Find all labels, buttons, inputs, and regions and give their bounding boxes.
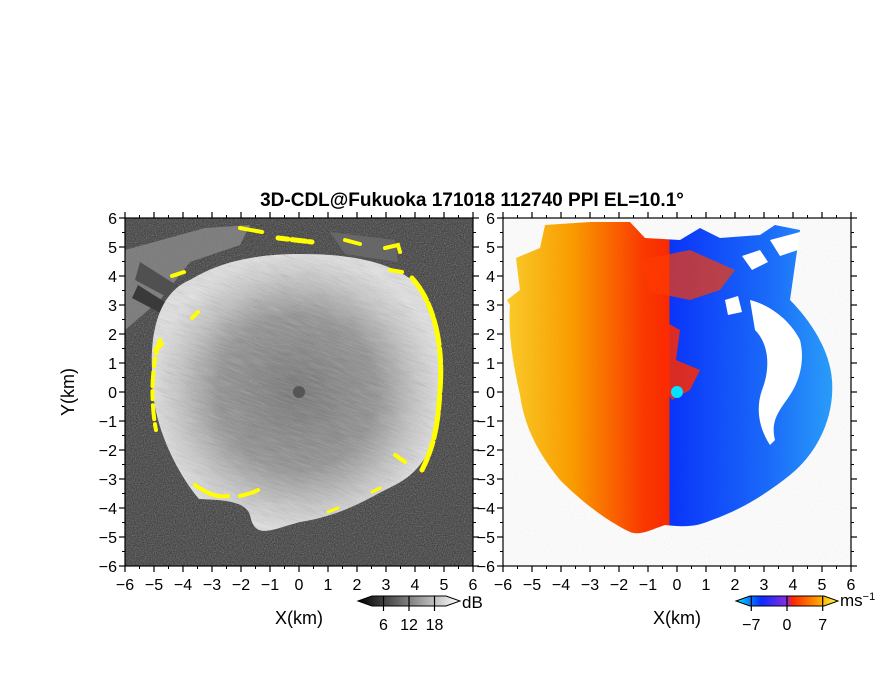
velocity-image [503, 218, 851, 566]
y-tick-label: 0 [108, 385, 117, 402]
left-xaxis-label: X(km) [275, 608, 323, 628]
y-tick-label: −2 [477, 443, 495, 460]
x-tick-label: 2 [731, 577, 740, 594]
colorbar-db: dB 6 12 18 [356, 593, 483, 634]
colorbar-db-tick-label: 18 [426, 617, 444, 634]
y-tick-label: −4 [477, 501, 495, 518]
x-tick-label: −1 [639, 577, 657, 594]
y-tick-label: 2 [486, 327, 495, 344]
x-tick-label: −3 [581, 577, 599, 594]
x-tick-label: 3 [760, 577, 769, 594]
x-tick-label: 6 [469, 577, 478, 594]
x-tick-label: −6 [494, 577, 512, 594]
x-tick-label: −4 [174, 577, 192, 594]
x-tick-label: 2 [353, 577, 362, 594]
x-tick-label: 3 [382, 577, 391, 594]
y-tick-label: 1 [108, 356, 117, 373]
x-tick-label: −1 [261, 577, 279, 594]
y-tick-label: 3 [486, 298, 495, 315]
colorbar-db-tick-label: 12 [400, 617, 418, 634]
y-tick-label: 4 [486, 269, 495, 286]
highlight-rim [150, 226, 444, 514]
y-tick-label: 2 [108, 327, 117, 344]
x-tick-label: −2 [610, 577, 628, 594]
intensity-image [125, 218, 473, 566]
x-tick-label: −2 [232, 577, 250, 594]
right-xaxis-label: X(km) [653, 608, 701, 628]
left-axes: −6−6 −5 −5 −4 −4 −3 −3 −2 −2 −1 −1 0 0 1 1 2 2 3 3 4 4 5 5 6 6 [99, 211, 479, 594]
x-tick-label: 1 [702, 577, 711, 594]
y-tick-label: 3 [108, 298, 117, 315]
x-tick-label: 4 [411, 577, 420, 594]
left-panel: −6−6 −5 −5 −4 −4 −3 −3 −2 −2 −1 −1 0 0 1 1 2 2 3 3 4 4 5 5 6 6 [99, 211, 479, 594]
y-tick-label: −6 [99, 559, 117, 576]
colorbar-velocity-tick-label: −7 [742, 617, 760, 634]
x-tick-label: −3 [203, 577, 221, 594]
y-tick-label: −5 [477, 530, 495, 547]
y-tick-label: 4 [108, 269, 117, 286]
x-tick-label: 0 [295, 577, 304, 594]
colorbar-velocity-unit: ms−1 [840, 591, 875, 610]
colorbar-db-tick-label: 6 [379, 617, 388, 634]
y-tick-label: −1 [99, 414, 117, 431]
y-tick-label: 6 [108, 211, 117, 228]
colorbar-velocity-unit-exponent: −1 [863, 591, 876, 603]
y-tick-label: −3 [477, 472, 495, 489]
right-panel: −6−6 −5 −5 −4 −4 −3 −3 −2 −2 −1 −1 0 0 1 1 2 2 3 3 4 4 5 5 6 6 [477, 211, 857, 594]
colorbar-velocity-ticks [750, 596, 824, 611]
y-tick-label: 6 [486, 211, 495, 228]
left-yaxis-label: Y(km) [58, 368, 78, 416]
radar-center-marker [293, 386, 305, 398]
x-tick-label: −5 [145, 577, 163, 594]
x-tick-label: −6 [116, 577, 134, 594]
x-tick-label: 1 [324, 577, 333, 594]
x-tick-label: 4 [789, 577, 798, 594]
colorbar-velocity-unit-base: ms [840, 591, 863, 610]
colorbar-db-unit: dB [462, 593, 483, 612]
x-tick-label: 5 [440, 577, 449, 594]
x-tick-label: −4 [552, 577, 570, 594]
y-tick-label: 5 [108, 240, 117, 257]
radar-center-marker-velocity [671, 386, 683, 398]
y-tick-label: −5 [99, 530, 117, 547]
missing-data-gaps [725, 232, 802, 445]
colorbar-db-ticks [382, 596, 436, 611]
chart-title: 3D-CDL@Fukuoka 171018 112740 PPI EL=10.1… [260, 190, 684, 211]
y-tick-label: −2 [99, 443, 117, 460]
y-tick-label: 5 [486, 240, 495, 257]
colorbar-velocity: ms−1 −7 0 7 [734, 591, 875, 634]
y-tick-label: −6 [477, 559, 495, 576]
x-tick-label: 0 [673, 577, 682, 594]
colorbar-velocity-tick-label: 0 [783, 617, 792, 634]
x-tick-label: 6 [847, 577, 856, 594]
y-tick-label: 1 [486, 356, 495, 373]
y-tick-label: −3 [99, 472, 117, 489]
y-tick-label: −1 [477, 414, 495, 431]
y-tick-label: 0 [486, 385, 495, 402]
x-tick-label: −5 [523, 577, 541, 594]
x-tick-label: 5 [818, 577, 827, 594]
right-axes: −6−6 −5 −5 −4 −4 −3 −3 −2 −2 −1 −1 0 0 1 1 2 2 3 3 4 4 5 5 6 6 [477, 211, 857, 594]
colorbar-velocity-tick-label: 7 [818, 617, 827, 634]
y-tick-label: −4 [99, 501, 117, 518]
